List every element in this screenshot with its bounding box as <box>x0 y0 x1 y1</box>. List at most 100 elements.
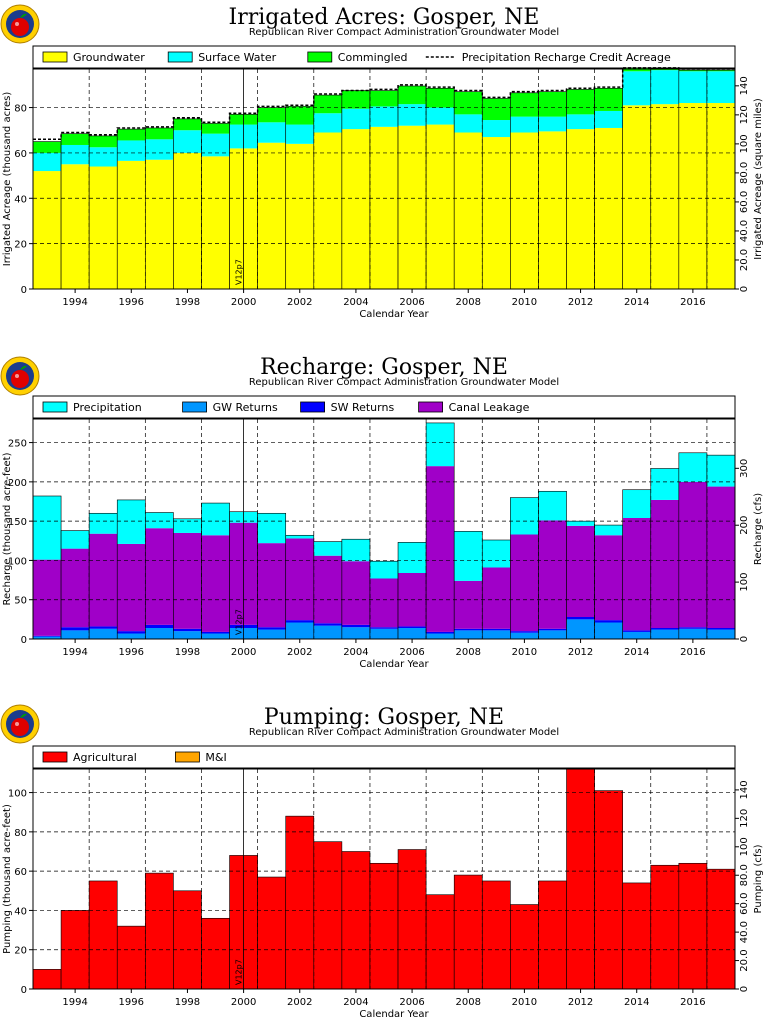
bar-precipitation <box>538 491 567 521</box>
y2-tick-label: 40.0 <box>739 921 750 943</box>
bar-sw-returns <box>426 631 455 634</box>
bar-surface-water <box>61 144 90 165</box>
bar-precipitation <box>33 496 62 560</box>
bar-precipitation <box>650 468 679 500</box>
legend-box <box>32 745 736 769</box>
bar-canal-leakage <box>622 518 651 631</box>
bars <box>32 768 736 990</box>
bar-sw-returns <box>341 624 370 628</box>
y-axis-title: Pumping (thousand acre-feet) <box>2 804 13 954</box>
legend-label: Precipitation <box>73 401 142 414</box>
chart-title: Recharge: Gosper, NE <box>260 355 508 380</box>
bar-groundwater <box>650 104 679 290</box>
bar-agricultural <box>454 875 483 989</box>
y-axis-right: 0 100 200 300 Recharge (cfs) <box>735 459 764 642</box>
bars <box>32 67 736 290</box>
x-axis: 1994 1996 1998 2000 2002 2004 2006 2008 2010 2012… <box>62 639 706 670</box>
apple-logo-2 <box>0 356 40 396</box>
bar-sw-returns <box>285 620 314 623</box>
plot-frame <box>32 768 736 990</box>
bar-agricultural <box>341 851 370 989</box>
bar-sw-returns <box>454 628 483 631</box>
y-tick-label: 250 <box>8 439 27 450</box>
x-tick-label: 2008 <box>456 647 481 658</box>
bar-precipitation <box>145 512 174 529</box>
bar-sw-returns <box>117 631 146 634</box>
bar-agricultural <box>173 890 202 989</box>
bar-surface-water <box>566 114 595 130</box>
bar-groundwater <box>201 156 230 289</box>
chart-subtitle: Republican River Compact Administration … <box>249 377 559 388</box>
bar-agricultural <box>538 880 567 989</box>
bar-canal-leakage <box>369 578 399 628</box>
bar-gw-returns <box>201 633 230 639</box>
y-axis-right: 0 20.0 40.0 60.0 80.0 100 120 140 Pumping (cfs) <box>735 780 764 992</box>
legend-label: Agricultural <box>73 751 137 764</box>
y2-tick-label: 100 <box>739 573 750 592</box>
bar-agricultural <box>510 904 539 989</box>
bar-surface-water <box>313 113 342 133</box>
bar-sw-returns <box>369 627 399 629</box>
bar-commingled <box>454 91 483 115</box>
bar-sw-returns <box>173 628 202 632</box>
legend-box <box>32 395 736 419</box>
bar-canal-leakage <box>566 525 595 617</box>
bar-sw-returns <box>201 631 230 634</box>
bar-gw-returns <box>285 622 314 639</box>
bar-canal-leakage <box>145 528 174 625</box>
bar-surface-water <box>341 108 370 130</box>
bar-agricultural <box>398 849 427 989</box>
x-tick-label: 2014 <box>624 997 649 1008</box>
y2-tick-label: 80.0 <box>739 864 750 886</box>
bar-gw-returns <box>706 629 735 639</box>
bar-sw-returns <box>594 620 623 623</box>
bar-agricultural <box>482 880 511 989</box>
legend-swatch <box>167 51 193 63</box>
bar-precipitation <box>510 497 539 535</box>
bar-canal-leakage <box>33 559 62 636</box>
bar-agricultural <box>426 894 455 989</box>
bar-agricultural <box>285 816 314 989</box>
bar-surface-water <box>89 147 118 167</box>
bar-groundwater <box>510 132 539 289</box>
x-tick-label: 2016 <box>680 647 705 658</box>
bar-commingled <box>285 106 314 125</box>
legend-box <box>32 45 736 69</box>
x-tick-label: 1996 <box>119 647 144 658</box>
bar-gw-returns <box>594 622 623 639</box>
bar-commingled <box>61 133 90 145</box>
bar-canal-leakage <box>341 561 370 625</box>
bar-sw-returns <box>482 628 511 631</box>
y-tick-label: 40 <box>14 906 27 917</box>
bar-commingled <box>622 67 651 72</box>
legend-label: SW Returns <box>331 401 395 414</box>
y-tick-label: 40 <box>14 194 27 205</box>
bar-surface-water <box>145 139 174 160</box>
bar-precipitation <box>61 530 90 549</box>
legend-label: Surface Water <box>198 51 276 64</box>
bar-sw-returns <box>678 627 707 629</box>
bar-canal-leakage <box>678 481 707 628</box>
legend: Agricultural M&I <box>32 745 736 769</box>
bar-precipitation <box>426 422 455 467</box>
bar-surface-water <box>594 110 623 128</box>
y-tick-label: 60 <box>14 149 27 160</box>
chart-subtitle: Republican River Compact Administration … <box>249 27 559 38</box>
y2-axis-title: Recharge (cfs) <box>753 493 764 565</box>
bar-canal-leakage <box>285 538 314 621</box>
bar-surface-water <box>706 71 735 104</box>
bar-gw-returns <box>341 627 370 639</box>
bar-precipitation <box>369 561 399 579</box>
y2-tick-label: 140 <box>739 76 750 95</box>
x-tick-label: 2014 <box>624 297 649 308</box>
bar-groundwater <box>706 103 735 289</box>
leaf-icon <box>20 365 27 370</box>
bar-groundwater <box>257 142 286 289</box>
x-tick-label: 2010 <box>512 997 537 1008</box>
apple-logo-1 <box>0 4 40 44</box>
leaf-icon <box>20 713 27 718</box>
bar-gw-returns <box>313 625 342 639</box>
bar-agricultural <box>706 869 735 989</box>
